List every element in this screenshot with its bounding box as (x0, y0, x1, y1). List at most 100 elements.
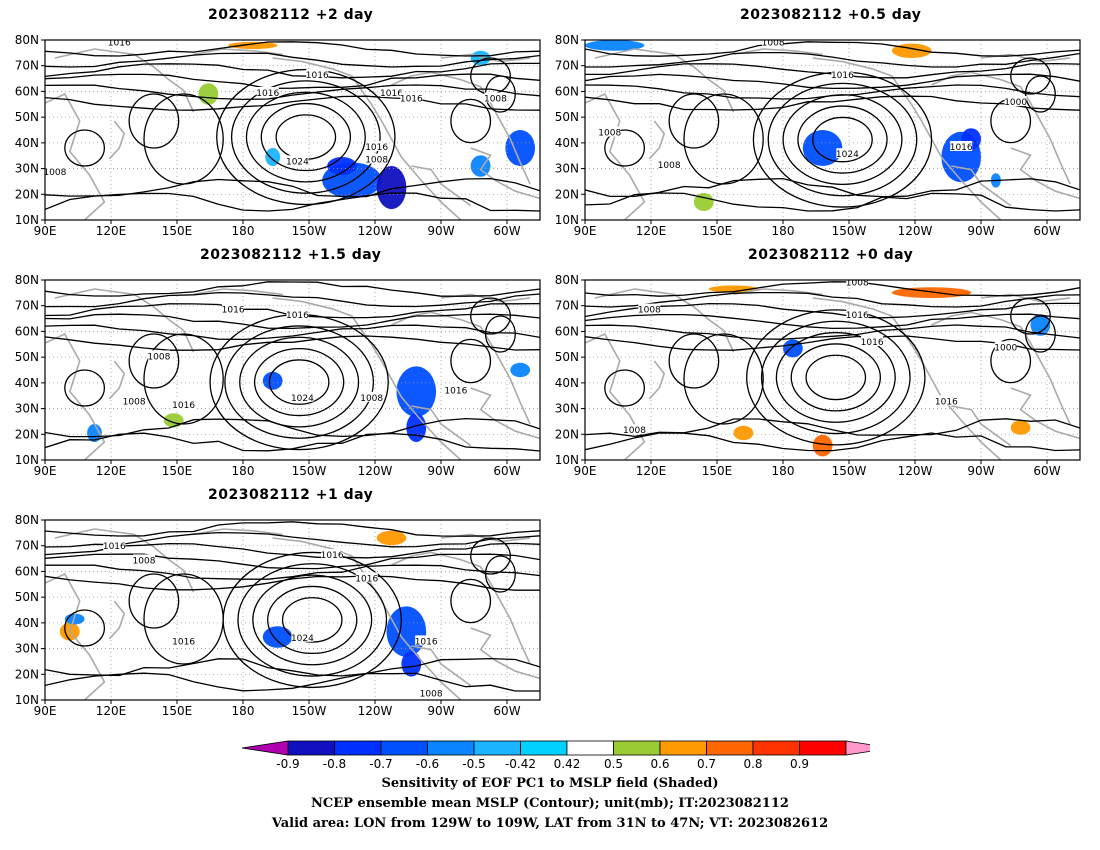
contour-label: 1016 (444, 387, 467, 397)
map-panel-plus0: 1008 1008 1016 1016 1000 1008 1016 90E 120E 150E 1… (555, 273, 1081, 478)
lon-tick-label: 120W (358, 224, 393, 238)
colorbar-box (799, 740, 847, 756)
lon-tick-label: 90W (427, 464, 454, 478)
lat-tick-label: 40N (555, 136, 579, 150)
lon-tick-label: 120W (358, 464, 393, 478)
lat-tick-label: 70N (555, 299, 579, 313)
colorbar-arrow-right (845, 740, 870, 756)
lat-tick-label: 80N (555, 273, 579, 287)
lat-tick-label: 70N (15, 539, 39, 553)
caption-line-3: Valid area: LON from 129W to 109W, LAT f… (271, 816, 829, 831)
colorbar: -0.9 -0.8 -0.7 -0.6 -0.5 -0.42 0.42 0.5 0.6 0.7 0.… (241, 740, 870, 771)
lat-tick-label: 30N (15, 642, 39, 656)
colorbar-tick-label: 0.6 (650, 757, 669, 771)
contour-label: 1024 (286, 157, 309, 167)
panel-title-plus15: 2023082112 +1.5 day (200, 247, 382, 263)
lat-tick-label: 20N (15, 427, 39, 441)
sensitivity-shade (262, 371, 283, 390)
contour-label: 1024 (836, 150, 859, 160)
lat-tick-label: 20N (15, 667, 39, 681)
lat-tick-label: 70N (555, 59, 579, 73)
colorbar-box (520, 740, 568, 756)
contour-label: 1016 (415, 637, 438, 647)
contour-label: 1016 (172, 401, 195, 411)
lat-tick-label: 60N (555, 324, 579, 338)
lon-tick-label: 120E (96, 704, 127, 718)
colorbar-box (287, 740, 335, 756)
sensitivity-shade (262, 626, 293, 648)
lon-tick-label: 150W (832, 224, 867, 238)
sensitivity-shade (401, 651, 422, 677)
lon-tick-label: 120E (96, 224, 127, 238)
lon-tick-label: 120E (636, 224, 667, 238)
colorbar-box (659, 740, 707, 756)
lat-tick-label: 40N (15, 136, 39, 150)
contour-label: 1016 (321, 551, 344, 561)
contour-label: 1008 (420, 690, 443, 700)
lon-tick-label: 120W (358, 704, 393, 718)
lat-tick-label: 40N (15, 376, 39, 390)
colorbar-tick-label: -0.6 (416, 757, 439, 771)
contour-label: 1016 (286, 311, 309, 321)
contour-label: 1008 (360, 394, 383, 404)
contour-label: 1016 (256, 89, 279, 99)
lon-tick-label: 60W (493, 224, 520, 238)
lon-tick-label: 150E (162, 704, 193, 718)
contour-label: 1008 (365, 156, 388, 166)
lon-tick-label: 150E (702, 464, 733, 478)
lat-tick-label: 50N (15, 110, 39, 124)
colorbar-box (706, 740, 754, 756)
sensitivity-shade (87, 424, 102, 442)
lon-tick-label: 60W (493, 704, 520, 718)
contour-label: 1008 (147, 352, 170, 362)
colorbar-tick-label: 0.42 (554, 757, 581, 771)
lat-tick-label: 60N (15, 84, 39, 98)
caption-line-2: NCEP ensemble mean MSLP (Contour); unit(… (311, 796, 789, 811)
sensitivity-shade (708, 285, 759, 293)
sensitivity-shade (812, 434, 833, 457)
colorbar-box (613, 740, 661, 756)
sensitivity-shade (376, 166, 407, 210)
colorbar-tick-label: 0.7 (697, 757, 716, 771)
contour-label: 1016 (172, 637, 195, 647)
colorbar-tick-label: 0.5 (604, 757, 623, 771)
colorbar-tick-label: -0.8 (323, 757, 346, 771)
contour-label: 1016 (380, 89, 403, 99)
colorbar-tick-label: -0.5 (462, 757, 485, 771)
lon-tick-label: 180 (232, 224, 255, 238)
lat-tick-label: 30N (555, 402, 579, 416)
lat-tick-label: 40N (555, 376, 579, 390)
contour-label: 1008 (43, 168, 66, 178)
lat-tick-label: 70N (15, 299, 39, 313)
lat-tick-label: 20N (555, 187, 579, 201)
contour-label: 1008 (123, 397, 146, 407)
sensitivity-shade (327, 157, 357, 175)
lon-tick-label: 60W (1033, 464, 1060, 478)
lon-tick-label: 90E (34, 224, 57, 238)
lat-tick-label: 20N (555, 427, 579, 441)
contour-label: 1000 (994, 343, 1017, 353)
lon-tick-label: 150W (292, 704, 327, 718)
lon-tick-label: 90E (574, 224, 597, 238)
colorbar-box (473, 740, 521, 756)
contour-label: 1000 (1004, 98, 1027, 108)
lat-tick-label: 70N (15, 59, 39, 73)
contour-label: 1008 (598, 129, 621, 139)
sensitivity-shade (733, 425, 754, 441)
lat-tick-label: 80N (15, 273, 39, 287)
colorbar-box (427, 740, 475, 756)
caption-line-1: Sensitivity of EOF PC1 to MSLP field (Sh… (381, 776, 719, 791)
lat-tick-label: 10N (15, 213, 39, 227)
colorbar-arrow-left (241, 740, 289, 756)
sensitivity-shade (693, 193, 714, 211)
panel-title-plus1: 2023082112 +1 day (208, 487, 374, 503)
sensitivity-shade (510, 362, 531, 378)
lon-tick-label: 90E (34, 704, 57, 718)
lon-tick-label: 90W (967, 224, 994, 238)
lon-tick-label: 150W (832, 464, 867, 478)
contour-label: 1016 (365, 143, 388, 153)
map-panel-plus15: 1016 1016 1008 1008 1016 1024 1008 1016 90E 120E 1… (15, 273, 541, 478)
lon-tick-label: 150E (162, 224, 193, 238)
lon-tick-label: 180 (772, 224, 795, 238)
